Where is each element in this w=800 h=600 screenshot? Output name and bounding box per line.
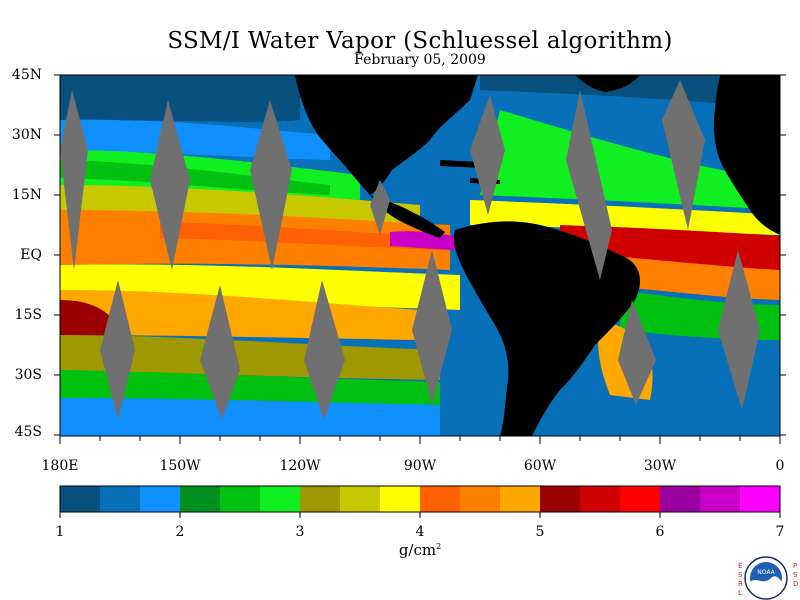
swath-gap-12 <box>618 300 656 405</box>
map-date: February 05, 2009 <box>354 52 486 68</box>
colorbar-cell-2 <box>100 486 141 512</box>
colorbar-cell-18 <box>740 486 781 512</box>
band-south-olive <box>60 335 440 380</box>
colorbar-label-3: 3 <box>295 524 305 540</box>
colorbar-label-6: 6 <box>655 524 665 540</box>
swath-gap-1 <box>60 90 88 270</box>
colorbar-cell-16 <box>660 486 701 512</box>
colorbar-label-1: 1 <box>55 524 65 540</box>
lat-label-30n: 30N <box>11 127 42 143</box>
noaa-logo: NOAA <box>744 556 788 600</box>
swath-gap-5 <box>470 95 505 215</box>
swath-gap-11 <box>412 250 452 405</box>
lon-label-180e: 180E <box>41 458 79 474</box>
lat-label-45n: 45N <box>11 67 42 83</box>
lon-label-150w: 150W <box>159 458 201 474</box>
colorbar-cell-4 <box>180 486 221 512</box>
land-south-america <box>453 221 640 436</box>
psd-text: PSD <box>793 562 799 588</box>
lon-label-0: 0 <box>775 458 785 474</box>
swath-gap-3 <box>250 100 292 270</box>
swath-gap-7 <box>662 80 705 230</box>
lon-label-30w: 30W <box>643 458 677 474</box>
land-caribbean-islands <box>440 160 500 184</box>
colorbar-cell-7 <box>300 486 341 512</box>
longitude-ticks <box>59 436 781 444</box>
colorbar-cell-3 <box>140 486 181 512</box>
colorbar-cell-10 <box>420 486 461 512</box>
noaa-text: NOAA <box>757 569 775 576</box>
land-greenland <box>575 75 640 92</box>
colorbar-cell-17 <box>700 486 741 512</box>
swath-gap-2 <box>150 100 190 270</box>
land-north-america <box>295 75 478 195</box>
colorbar-ticks <box>59 512 781 518</box>
colorbar-cell-1 <box>60 486 101 512</box>
colorbar-cell-13 <box>540 486 581 512</box>
colorbar-cell-8 <box>340 486 381 512</box>
psd-label: PSD <box>793 562 799 589</box>
esrl-text: ESRL <box>738 562 743 597</box>
colorbar-cell-12 <box>500 486 541 512</box>
colorbar-cell-9 <box>380 486 421 512</box>
colorbar-label-7: 7 <box>775 524 785 540</box>
map-title: SSM/I Water Vapor (Schluessel algorithm) <box>167 28 673 54</box>
swath-gap-10 <box>304 280 345 420</box>
colorbar <box>60 486 781 512</box>
band-atlantic-north <box>480 75 780 110</box>
swath-gap-9 <box>200 285 240 420</box>
swath-gap-13 <box>718 250 760 410</box>
band-south-blue <box>60 398 440 436</box>
latitude-ticks <box>54 74 786 436</box>
swath-gap-8 <box>100 280 135 420</box>
land-africa <box>713 75 780 235</box>
swath-gap-6 <box>566 90 612 280</box>
colorbar-cell-11 <box>460 486 501 512</box>
lat-label-45s: 45S <box>14 424 42 440</box>
colorbar-cell-5 <box>220 486 261 512</box>
colorbar-label-2: 2 <box>175 524 185 540</box>
band-atlantic-green <box>480 110 780 210</box>
lat-label-30s: 30S <box>14 367 42 383</box>
band-south-green <box>60 370 440 405</box>
lat-label-15n: 15N <box>11 187 42 203</box>
esrl-label: ESRL <box>738 562 744 598</box>
colorbar-label-5: 5 <box>535 524 545 540</box>
swath-gap-4 <box>370 180 390 235</box>
colorbar-cell-6 <box>260 486 301 512</box>
band-itcz-red <box>160 222 440 250</box>
band-magenta-spot <box>390 231 460 250</box>
band-north-pacific <box>60 75 300 122</box>
colorbar-cell-15 <box>620 486 661 512</box>
colorbar-unit: g/cm2 <box>398 541 442 559</box>
lon-label-90w: 90W <box>403 458 437 474</box>
land-central-america <box>370 195 445 238</box>
colorbar-cell-14 <box>580 486 621 512</box>
lat-label-eq: EQ <box>20 247 42 263</box>
lon-label-60w: 60W <box>523 458 557 474</box>
lat-label-15s: 15S <box>14 307 42 323</box>
colorbar-label-4: 4 <box>415 524 425 540</box>
band-atlantic-yellow <box>470 200 780 235</box>
lon-label-120w: 120W <box>279 458 321 474</box>
